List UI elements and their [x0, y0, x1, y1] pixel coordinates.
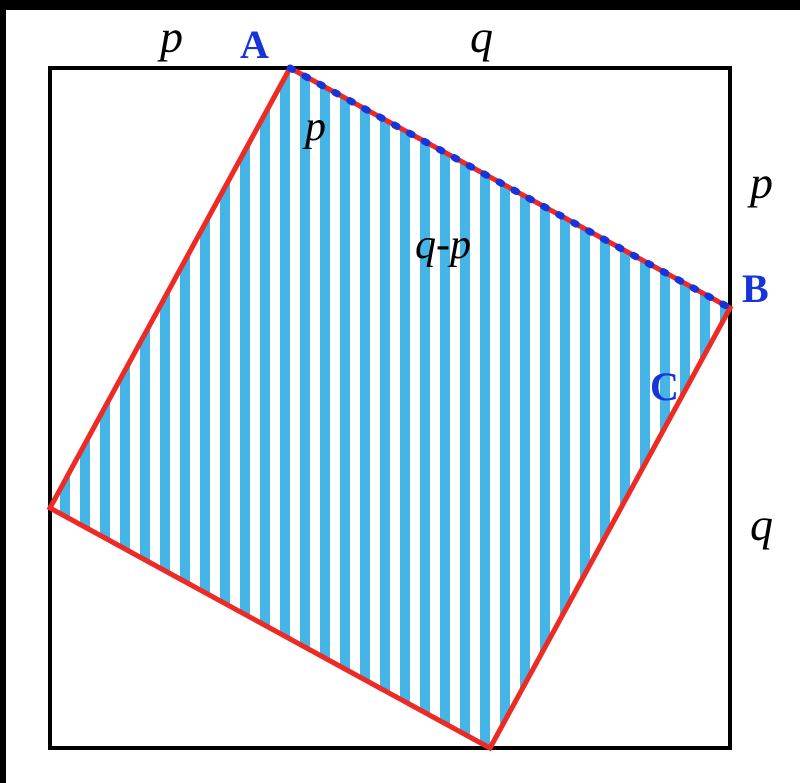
label-A: A: [240, 22, 269, 67]
label-p_right: p: [747, 157, 773, 208]
inner-square: [50, 68, 730, 748]
label-p_inner: p: [302, 104, 326, 150]
label-q_top: q: [470, 11, 493, 62]
left-border-bar: [0, 0, 6, 783]
label-qmp: q-p: [415, 222, 471, 268]
label-q_right: q: [750, 499, 773, 550]
top-border-bar: [0, 0, 800, 10]
label-B: B: [742, 266, 769, 311]
label-C: C: [650, 364, 679, 409]
label-p_top: p: [157, 11, 183, 62]
